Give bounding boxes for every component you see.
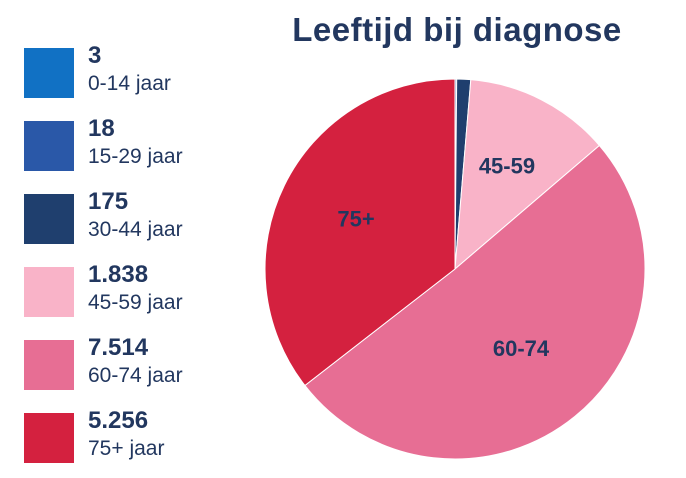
legend: 3 0-14 jaar 18 15-29 jaar 175 30-44 jaar… [24, 0, 254, 478]
legend-item-0-14: 3 0-14 jaar [24, 40, 254, 100]
legend-swatch [24, 267, 74, 317]
legend-item-75-plus: 5.256 75+ jaar [24, 405, 254, 465]
legend-swatch [24, 413, 74, 463]
legend-item-45-59: 1.838 45-59 jaar [24, 259, 254, 319]
slice-label-75-plus: 75+ [337, 206, 374, 231]
legend-swatch [24, 340, 74, 390]
legend-value: 175 [88, 188, 129, 215]
legend-label: 30-44 jaar [88, 218, 183, 241]
legend-label: 60-74 jaar [88, 364, 183, 387]
legend-label: 75+ jaar [88, 437, 165, 460]
legend-label: 0-14 jaar [88, 72, 171, 95]
slice-label-60-74: 60-74 [493, 336, 550, 361]
legend-value: 3 [88, 42, 102, 69]
legend-swatch [24, 121, 74, 171]
legend-value: 18 [88, 115, 115, 142]
legend-value: 5.256 [88, 407, 149, 434]
pie-slice-75-plus [264, 78, 456, 387]
legend-label: 15-29 jaar [88, 145, 183, 168]
chart-title: Leeftijd bij diagnose [292, 11, 622, 48]
slice-label-45-59: 45-59 [479, 153, 535, 178]
legend-swatch [24, 48, 74, 98]
legend-item-15-29: 18 15-29 jaar [24, 113, 254, 173]
pie-slice-45-59 [454, 79, 601, 271]
legend-value: 7.514 [88, 334, 149, 361]
legend-swatch [24, 194, 74, 244]
pie-slice-60-74 [304, 144, 646, 460]
legend-label: 45-59 jaar [88, 291, 183, 314]
legend-item-60-74: 7.514 60-74 jaar [24, 332, 254, 392]
legend-value: 1.838 [88, 261, 149, 288]
legend-item-30-44: 175 30-44 jaar [24, 186, 254, 246]
